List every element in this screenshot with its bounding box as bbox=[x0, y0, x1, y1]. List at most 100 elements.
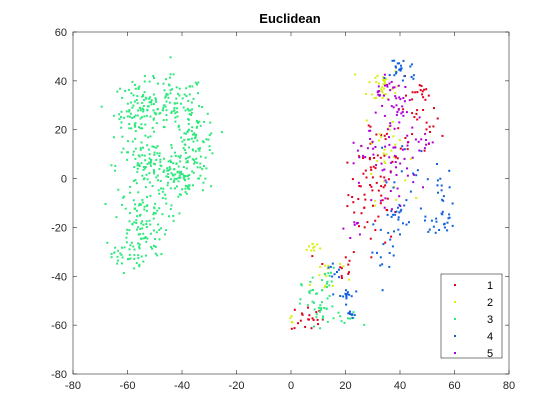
data-point bbox=[392, 146, 395, 149]
data-point bbox=[155, 122, 158, 125]
data-point bbox=[176, 170, 179, 173]
data-point bbox=[392, 106, 395, 109]
data-point bbox=[380, 162, 383, 165]
data-point bbox=[153, 77, 155, 79]
data-point bbox=[362, 157, 365, 159]
data-point bbox=[374, 111, 377, 114]
data-point bbox=[436, 163, 438, 165]
data-point bbox=[315, 313, 318, 316]
data-point bbox=[149, 194, 152, 197]
data-point bbox=[437, 191, 439, 194]
data-point bbox=[128, 253, 131, 256]
data-point bbox=[169, 92, 172, 95]
data-point bbox=[416, 91, 419, 94]
data-point bbox=[402, 108, 405, 111]
data-point bbox=[346, 293, 349, 295]
data-point bbox=[186, 174, 189, 177]
data-point bbox=[443, 226, 446, 229]
data-point bbox=[162, 187, 165, 190]
data-point bbox=[169, 208, 172, 211]
data-point bbox=[340, 277, 343, 279]
data-point bbox=[305, 248, 308, 251]
y-tick-label: 60 bbox=[55, 27, 67, 39]
data-point bbox=[168, 215, 170, 218]
data-point bbox=[190, 130, 193, 133]
data-point bbox=[176, 185, 178, 188]
data-point bbox=[165, 100, 168, 103]
x-tick-label: 40 bbox=[394, 380, 406, 392]
data-point bbox=[371, 176, 374, 179]
data-point bbox=[159, 164, 162, 167]
data-point bbox=[165, 92, 168, 95]
legend-marker bbox=[454, 301, 456, 303]
data-point bbox=[392, 213, 395, 216]
data-point bbox=[149, 135, 152, 138]
data-point bbox=[139, 228, 142, 230]
data-point bbox=[377, 215, 380, 218]
data-point bbox=[370, 168, 373, 171]
data-point bbox=[192, 171, 195, 174]
data-point bbox=[347, 272, 350, 275]
data-point bbox=[398, 195, 401, 198]
x-tick-label: -40 bbox=[174, 380, 190, 392]
data-point bbox=[134, 125, 137, 128]
data-point bbox=[148, 153, 151, 156]
data-point bbox=[423, 147, 426, 150]
data-point bbox=[330, 280, 333, 283]
data-point bbox=[110, 256, 113, 259]
data-point bbox=[360, 212, 363, 215]
data-point bbox=[160, 253, 163, 256]
data-point bbox=[316, 318, 319, 321]
data-point bbox=[426, 178, 429, 181]
data-point bbox=[301, 312, 303, 315]
data-point bbox=[181, 173, 184, 176]
data-point bbox=[340, 274, 343, 277]
data-point bbox=[138, 233, 141, 236]
data-point bbox=[391, 88, 394, 91]
data-point bbox=[153, 153, 156, 156]
data-point bbox=[143, 167, 146, 170]
data-point bbox=[402, 222, 404, 225]
data-point bbox=[397, 216, 400, 219]
data-point bbox=[381, 263, 384, 266]
data-point bbox=[351, 196, 354, 198]
data-point bbox=[340, 267, 343, 270]
data-point bbox=[331, 275, 334, 278]
data-point bbox=[181, 140, 184, 143]
data-point bbox=[400, 112, 403, 115]
data-point bbox=[137, 109, 140, 112]
series-1-points bbox=[290, 75, 444, 330]
data-point bbox=[379, 156, 382, 159]
data-point bbox=[118, 113, 121, 116]
data-point bbox=[142, 260, 145, 263]
data-point bbox=[369, 184, 372, 186]
data-point bbox=[425, 128, 428, 131]
data-point bbox=[403, 100, 406, 103]
data-point bbox=[187, 129, 190, 132]
data-point bbox=[142, 94, 145, 97]
data-point bbox=[290, 320, 293, 323]
data-point bbox=[321, 301, 323, 304]
data-point bbox=[384, 93, 387, 95]
data-point bbox=[154, 163, 156, 166]
data-point bbox=[382, 87, 385, 90]
data-point bbox=[390, 105, 393, 108]
data-point bbox=[188, 174, 191, 177]
data-point bbox=[391, 160, 394, 163]
data-point bbox=[398, 121, 401, 124]
data-point bbox=[366, 147, 369, 150]
data-point bbox=[193, 133, 196, 136]
data-point bbox=[131, 106, 134, 109]
data-point bbox=[194, 150, 197, 153]
data-point bbox=[194, 134, 197, 137]
data-point bbox=[307, 306, 309, 309]
data-point bbox=[421, 90, 424, 93]
data-point bbox=[402, 97, 405, 99]
data-point bbox=[332, 293, 335, 296]
data-point bbox=[120, 253, 123, 256]
data-point bbox=[332, 266, 335, 269]
data-point bbox=[340, 320, 343, 323]
data-point bbox=[163, 169, 166, 172]
data-point bbox=[137, 242, 140, 245]
data-point bbox=[339, 262, 341, 265]
